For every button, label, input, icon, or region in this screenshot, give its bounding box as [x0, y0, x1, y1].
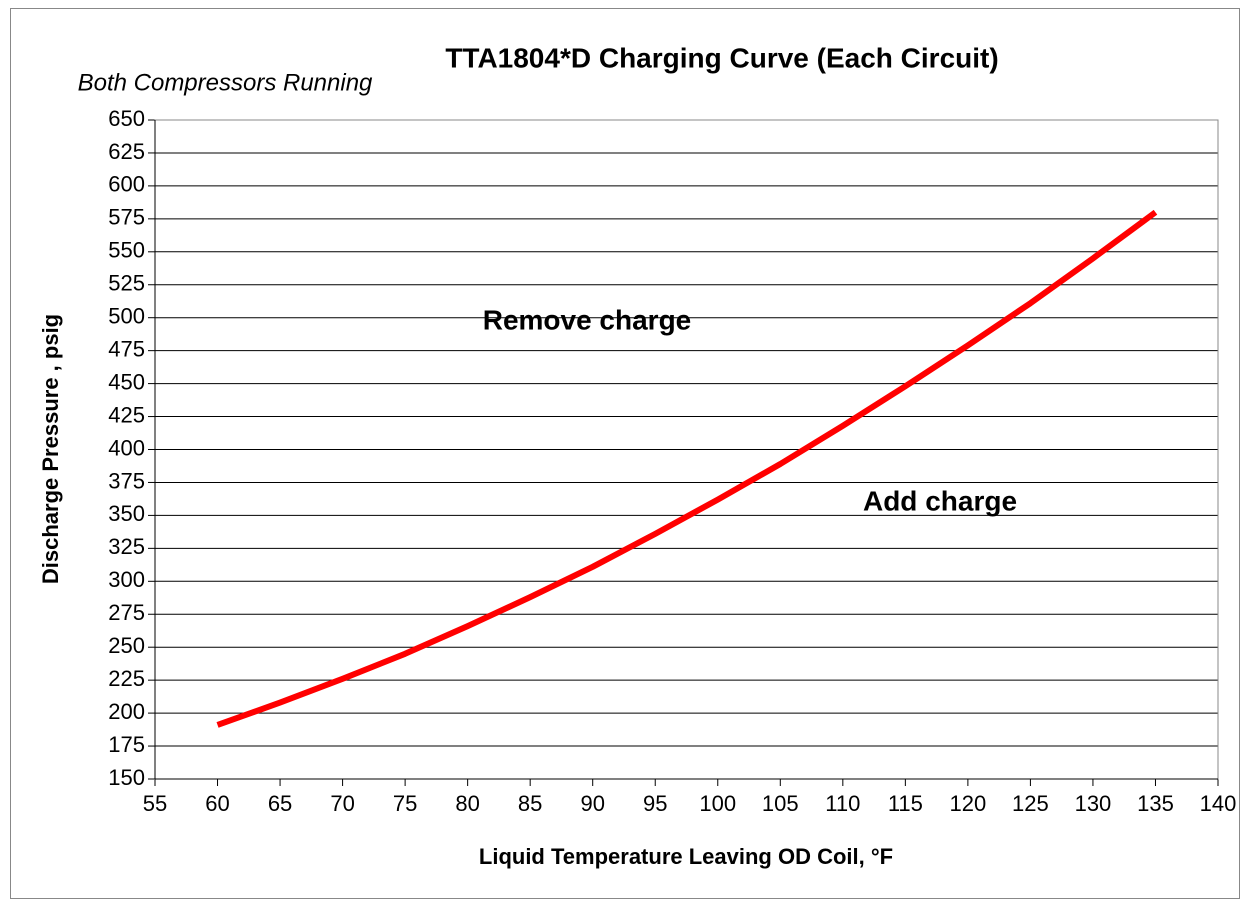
y-tick-label: 400: [108, 435, 145, 460]
chart-title: TTA1804*D Charging Curve (Each Circuit): [445, 42, 998, 73]
x-tick-label: 105: [762, 791, 799, 816]
y-tick-label: 500: [108, 304, 145, 329]
y-tick-label: 525: [108, 271, 145, 296]
x-tick-label: 70: [330, 791, 354, 816]
x-axis-label: Liquid Temperature Leaving OD Coil, °F: [479, 844, 893, 869]
y-tick-label: 450: [108, 369, 145, 394]
x-tick-label: 60: [205, 791, 229, 816]
y-tick-label: 425: [108, 402, 145, 427]
x-tick-label: 90: [580, 791, 604, 816]
annotation: Add charge: [863, 485, 1017, 516]
y-tick-label: 175: [108, 732, 145, 757]
x-tick-label: 120: [950, 791, 987, 816]
x-tick-label: 95: [643, 791, 667, 816]
y-tick-label: 350: [108, 501, 145, 526]
chart-subtitle: Both Compressors Running: [78, 69, 373, 96]
x-tick-label: 75: [393, 791, 417, 816]
x-tick-label: 135: [1137, 791, 1174, 816]
y-tick-label: 225: [108, 666, 145, 691]
x-tick-label: 115: [888, 791, 923, 816]
series-line: [216, 209, 1158, 728]
x-tick-label: 100: [699, 791, 736, 816]
x-tick-label: 65: [268, 791, 292, 816]
y-axis-label: Discharge Pressure , psig: [38, 314, 63, 584]
x-tick-label: 110: [825, 791, 860, 816]
y-tick-label: 250: [108, 633, 145, 658]
x-tick-label: 85: [518, 791, 542, 816]
y-tick-label: 600: [108, 172, 145, 197]
x-tick-label: 130: [1075, 791, 1112, 816]
y-tick-label: 550: [108, 238, 145, 263]
x-tick-label: 125: [1012, 791, 1049, 816]
x-tick-label: 140: [1200, 791, 1237, 816]
y-tick-label: 325: [108, 534, 145, 559]
y-tick-label: 275: [108, 600, 145, 625]
y-tick-label: 475: [108, 336, 145, 361]
y-tick-label: 625: [108, 139, 145, 164]
y-tick-label: 575: [108, 205, 145, 230]
y-tick-label: 200: [108, 699, 145, 724]
x-tick-label: 55: [143, 791, 167, 816]
y-tick-label: 650: [108, 106, 145, 131]
y-tick-label: 150: [108, 765, 145, 790]
y-tick-label: 375: [108, 468, 145, 493]
annotation: Remove charge: [483, 304, 692, 335]
chart-border: [10, 8, 1240, 899]
x-tick-label: 80: [455, 791, 479, 816]
y-tick-label: 300: [108, 567, 145, 592]
